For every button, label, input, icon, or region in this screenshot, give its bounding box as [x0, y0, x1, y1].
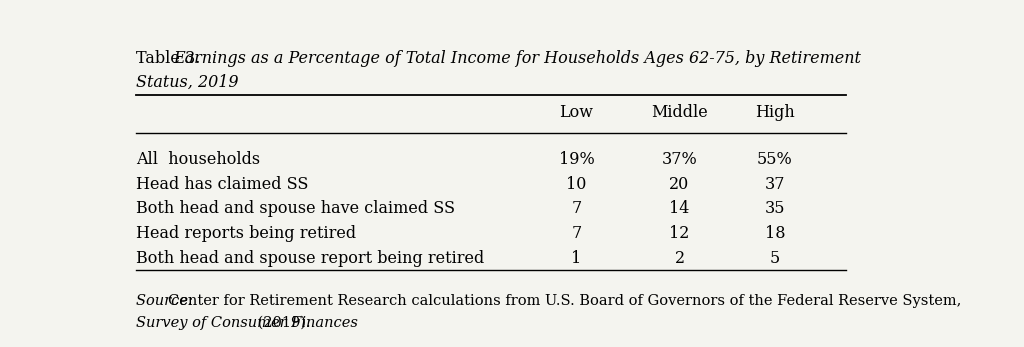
Text: High: High: [755, 104, 795, 121]
Text: Both head and spouse have claimed SS: Both head and spouse have claimed SS: [136, 201, 455, 218]
Text: 7: 7: [571, 201, 582, 218]
Text: 12: 12: [670, 225, 690, 242]
Text: 18: 18: [765, 225, 785, 242]
Text: 20: 20: [670, 176, 690, 193]
Text: Both head and spouse report being retired: Both head and spouse report being retire…: [136, 249, 484, 266]
Text: 55%: 55%: [757, 151, 793, 168]
Text: Table 3.: Table 3.: [136, 50, 206, 67]
Text: Head reports being retired: Head reports being retired: [136, 225, 356, 242]
Text: All  households: All households: [136, 151, 260, 168]
Text: Middle: Middle: [651, 104, 708, 121]
Text: 7: 7: [571, 225, 582, 242]
Text: Source:: Source:: [136, 294, 198, 308]
Text: Center for Retirement Research calculations from U.S. Board of Governors of the : Center for Retirement Research calculati…: [169, 294, 962, 308]
Text: Status, 2019: Status, 2019: [136, 74, 239, 91]
Text: 5: 5: [770, 249, 780, 266]
Text: 35: 35: [765, 201, 785, 218]
Text: 1: 1: [571, 249, 582, 266]
Text: 10: 10: [566, 176, 587, 193]
Text: Survey of Consumer Finances: Survey of Consumer Finances: [136, 316, 357, 330]
Text: 37%: 37%: [662, 151, 697, 168]
Text: Head has claimed SS: Head has claimed SS: [136, 176, 308, 193]
Text: Earnings as a Percentage of Total Income for Households Ages 62-75, by Retiremen: Earnings as a Percentage of Total Income…: [173, 50, 861, 67]
Text: Low: Low: [559, 104, 593, 121]
Text: 14: 14: [670, 201, 690, 218]
Text: (2019).: (2019).: [253, 316, 311, 330]
Text: 19%: 19%: [558, 151, 594, 168]
Text: 37: 37: [765, 176, 785, 193]
Text: 2: 2: [675, 249, 685, 266]
